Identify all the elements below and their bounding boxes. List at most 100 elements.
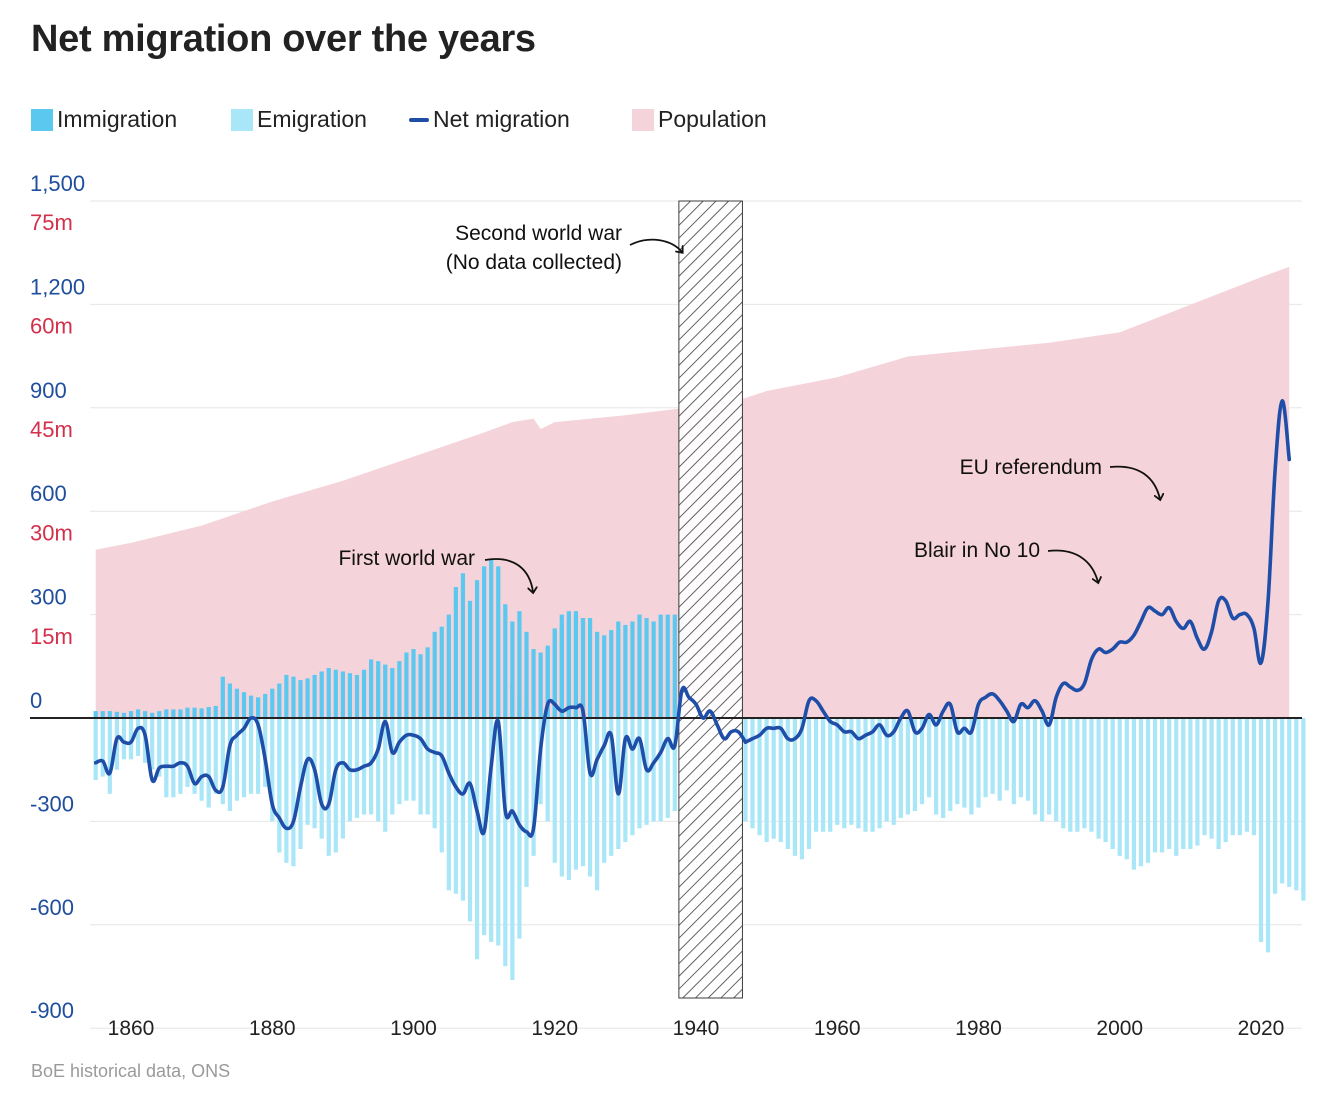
y-tick-population: 60m bbox=[30, 314, 73, 339]
immigration-bar bbox=[369, 659, 374, 718]
emigration-bar bbox=[926, 718, 932, 798]
immigration-bar bbox=[630, 621, 635, 718]
immigration-bar bbox=[390, 668, 395, 718]
emigration-bar bbox=[665, 718, 670, 818]
x-axis-ticks: 1860 1880 1900 1920 1940 1960 1980 2000 2020 bbox=[108, 1017, 1285, 1040]
immigration-bar bbox=[164, 709, 169, 718]
immigration-bar bbox=[651, 621, 656, 718]
y-axis-ticks: -900 -600 -300 0 300 600 900 1,200 1,500 15m 30m 45… bbox=[30, 171, 85, 1023]
emigration-bar bbox=[785, 718, 790, 849]
immigration-bar bbox=[446, 614, 451, 718]
emigration-bar bbox=[121, 718, 127, 760]
emigration-bar bbox=[199, 718, 204, 801]
emigration-bar bbox=[877, 718, 882, 829]
emigration-bar bbox=[1089, 718, 1094, 832]
annotation-arrow bbox=[629, 238, 682, 252]
immigration-bar bbox=[227, 683, 232, 718]
emigration-bar bbox=[1145, 718, 1151, 863]
emigration-bar bbox=[955, 718, 960, 805]
immigration-bar bbox=[524, 631, 529, 718]
emigration-bar bbox=[1301, 718, 1306, 901]
emigration-bar bbox=[333, 718, 338, 853]
emigration-bar bbox=[474, 718, 480, 960]
emigration-bar bbox=[439, 718, 444, 853]
emigration-bar bbox=[898, 718, 903, 818]
immigration-bar bbox=[573, 614, 579, 718]
y-tick-migration: -900 bbox=[30, 998, 74, 1023]
emigration-bar bbox=[750, 718, 755, 829]
emigration-bar bbox=[990, 718, 995, 794]
emigration-bar bbox=[792, 718, 797, 856]
annotation-first-world-war: First world war bbox=[338, 547, 475, 570]
emigration-bar bbox=[1223, 718, 1228, 843]
emigration-bar bbox=[376, 718, 381, 822]
emigration-bar bbox=[432, 718, 437, 829]
immigration-bar bbox=[658, 614, 663, 718]
immigration-bar bbox=[474, 580, 480, 718]
immigration-bar bbox=[319, 671, 324, 718]
immigration-bar bbox=[256, 697, 261, 718]
emigration-bar bbox=[884, 718, 889, 822]
immigration-bar bbox=[510, 621, 515, 718]
immigration-bar bbox=[298, 680, 303, 718]
emigration-bar bbox=[164, 718, 169, 798]
emigration-bar bbox=[905, 718, 910, 815]
emigration-bar bbox=[1230, 718, 1235, 836]
emigration-bar bbox=[277, 718, 282, 853]
emigration-bar bbox=[566, 718, 571, 880]
ww2-gap bbox=[678, 200, 743, 999]
immigration-bar bbox=[107, 711, 112, 718]
immigration-bar bbox=[270, 688, 275, 718]
emigration-bar bbox=[764, 718, 769, 843]
emigration-bar bbox=[524, 718, 529, 887]
legend-label-immigration: Immigration bbox=[57, 106, 178, 132]
y-tick-population: 45m bbox=[30, 417, 73, 442]
emigration-bar bbox=[1082, 718, 1087, 829]
emigration-bar bbox=[1004, 718, 1009, 791]
emigration-bar bbox=[743, 718, 748, 822]
immigration-bar bbox=[453, 587, 458, 718]
x-tick-label: 1940 bbox=[673, 1017, 720, 1040]
immigration-bar bbox=[411, 649, 416, 718]
y-tick-migration: -600 bbox=[30, 895, 74, 920]
emigration-bar bbox=[587, 718, 593, 877]
emigration-bar bbox=[630, 718, 635, 836]
net-migration-line bbox=[93, 399, 1292, 838]
emigration-bar bbox=[503, 718, 508, 967]
emigration-bar bbox=[1103, 718, 1108, 843]
immigration-bar bbox=[340, 671, 345, 718]
immigration-bar bbox=[305, 678, 310, 718]
annotation-arrow bbox=[484, 558, 533, 592]
y-tick-migration: 300 bbox=[30, 585, 67, 610]
emigration-bar bbox=[418, 718, 423, 815]
emigration-bar bbox=[595, 718, 600, 891]
immigration-bar bbox=[510, 683, 515, 718]
immigration-bar bbox=[482, 566, 487, 718]
immigration-bar bbox=[277, 683, 282, 718]
immigration-bar bbox=[531, 649, 536, 718]
immigration-bar bbox=[128, 711, 134, 718]
emigration-bar bbox=[100, 718, 105, 777]
immigration-bar bbox=[213, 705, 218, 718]
immigration-bar bbox=[192, 707, 197, 718]
emigration-bar bbox=[799, 718, 805, 860]
net-migration-path bbox=[93, 698, 557, 838]
legend-label-emigration: Emigration bbox=[257, 106, 367, 132]
emigration-bar bbox=[545, 718, 550, 822]
emigration-bar bbox=[1181, 718, 1186, 849]
emigration-bar bbox=[1195, 718, 1200, 846]
emigration-bar bbox=[1124, 718, 1129, 860]
annotation-arrow bbox=[1109, 465, 1160, 499]
emigration-bar bbox=[411, 718, 416, 801]
emigration-bar bbox=[1117, 718, 1122, 856]
y-tick-population: 15m bbox=[30, 624, 73, 649]
emigration-bar bbox=[828, 718, 833, 832]
emigration-bar bbox=[962, 718, 967, 808]
immigration-bar bbox=[538, 652, 543, 718]
emigration-bar bbox=[1011, 718, 1016, 805]
immigration-bar bbox=[397, 661, 402, 718]
emigration-bar bbox=[171, 718, 176, 798]
emigration-bar bbox=[227, 718, 232, 812]
y-tick-migration: 1,500 bbox=[30, 171, 85, 196]
emigration-bar bbox=[340, 718, 345, 839]
